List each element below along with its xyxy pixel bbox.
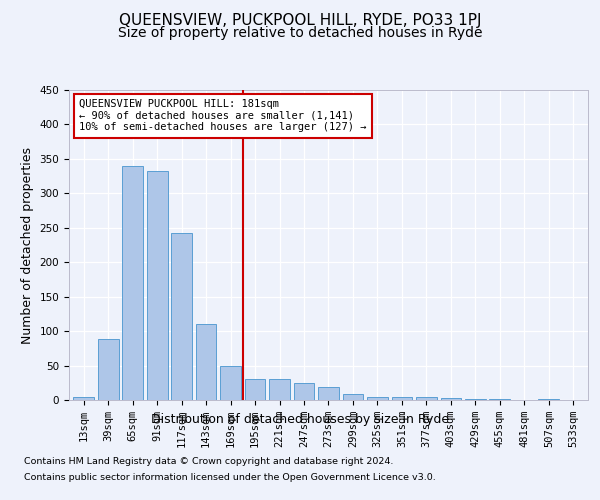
Text: Distribution of detached houses by size in Ryde: Distribution of detached houses by size … — [151, 412, 449, 426]
Text: Contains public sector information licensed under the Open Government Licence v3: Contains public sector information licen… — [24, 472, 436, 482]
Bar — [73, 396, 94, 400]
Bar — [171, 232, 192, 400]
Bar — [196, 324, 217, 400]
Text: QUEENSVIEW PUCKPOOL HILL: 181sqm
← 90% of detached houses are smaller (1,141)
10: QUEENSVIEW PUCKPOOL HILL: 181sqm ← 90% o… — [79, 100, 367, 132]
Bar — [122, 166, 143, 400]
Text: Size of property relative to detached houses in Ryde: Size of property relative to detached ho… — [118, 26, 482, 40]
Bar — [318, 387, 339, 400]
Bar — [293, 384, 314, 400]
Text: QUEENSVIEW, PUCKPOOL HILL, RYDE, PO33 1PJ: QUEENSVIEW, PUCKPOOL HILL, RYDE, PO33 1P… — [119, 12, 481, 28]
Bar — [343, 394, 364, 400]
Bar — [220, 366, 241, 400]
Bar — [416, 397, 437, 400]
Bar — [269, 378, 290, 400]
Y-axis label: Number of detached properties: Number of detached properties — [21, 146, 34, 344]
Bar — [245, 378, 265, 400]
Bar — [98, 340, 119, 400]
Text: Contains HM Land Registry data © Crown copyright and database right 2024.: Contains HM Land Registry data © Crown c… — [24, 458, 394, 466]
Bar — [392, 397, 412, 400]
Bar — [147, 172, 167, 400]
Bar — [367, 396, 388, 400]
Bar — [440, 398, 461, 400]
